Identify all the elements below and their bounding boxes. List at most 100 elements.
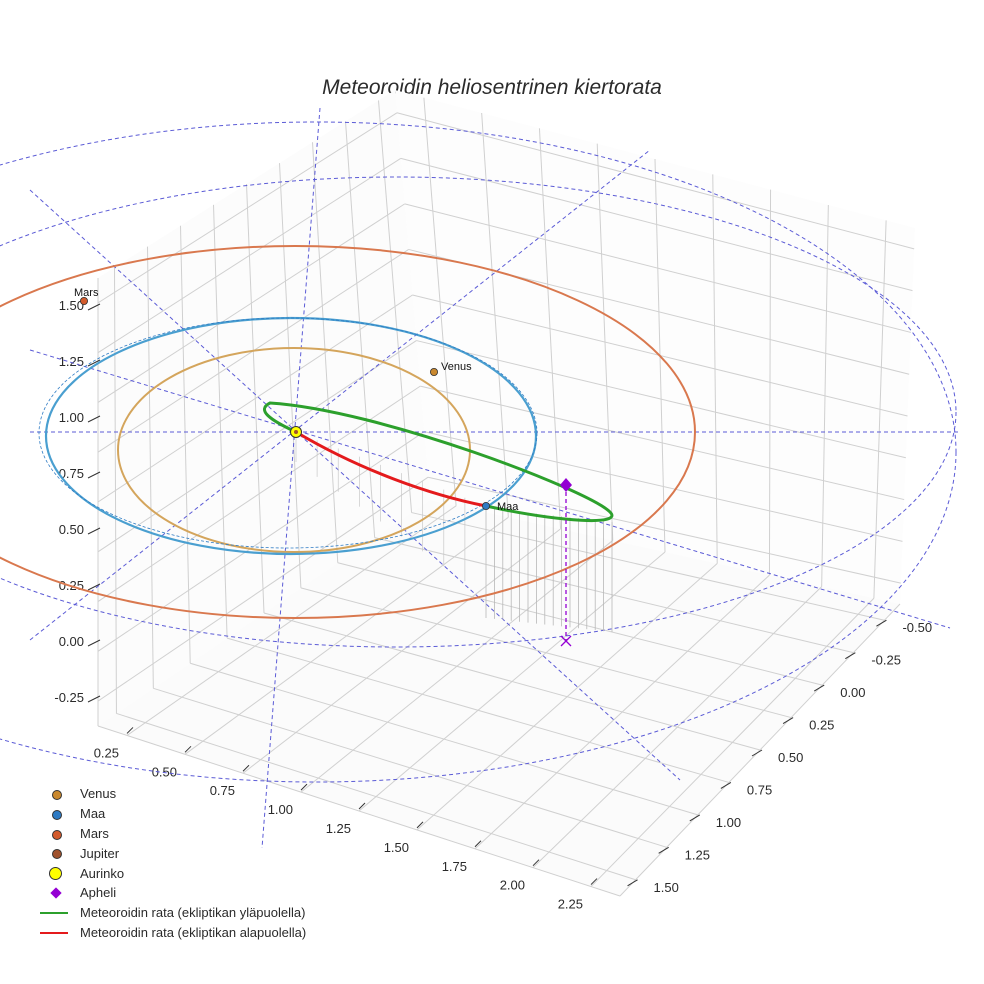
legend-label: Jupiter xyxy=(80,845,120,861)
jupiter-marker xyxy=(294,430,298,434)
z-tick-mark xyxy=(87,527,101,535)
legend-label: Apheli xyxy=(80,885,117,901)
floor-pane xyxy=(98,500,900,896)
legend: Venus Maa Mars Jupiter Aurinko Apheli Meteoroi… xyxy=(36,784,306,942)
floor-grid-line xyxy=(374,537,854,654)
left-grid-line xyxy=(378,100,413,513)
legend-marker xyxy=(52,829,62,840)
floor-grid-line xyxy=(590,597,875,887)
legend-marker xyxy=(52,809,62,820)
grid-lines xyxy=(97,97,915,897)
z-tick-label: 1.50 xyxy=(59,298,84,313)
axis-ticks: -0.50 -0.25 0.00 0.25 0.50 0.75 1.00 1.25 1.50 0.… xyxy=(54,298,932,912)
legend-symbol xyxy=(36,804,80,824)
z-tick-label: 1.25 xyxy=(59,354,84,369)
ecliptic-circle-outer xyxy=(0,121,957,783)
ecliptic-axis xyxy=(29,149,651,641)
ecliptic-axis xyxy=(29,189,681,781)
axis-line xyxy=(619,603,901,897)
x-tick-label: 1.25 xyxy=(685,847,710,862)
ecliptic-axis xyxy=(261,107,321,849)
body-markers: Venus Maa Mars xyxy=(74,287,572,647)
x-tick-mark xyxy=(782,717,794,724)
z-tick-label: 0.50 xyxy=(59,522,84,537)
y-tick-label: 1.00 xyxy=(268,802,293,817)
ecliptic-axis xyxy=(29,349,951,629)
meteoroid-orbit xyxy=(263,401,614,523)
legend-label: Meteoroidin rata (ekliptikan alapuolella… xyxy=(80,924,307,940)
z-tick-label: 1.00 xyxy=(59,410,84,425)
legend-marker xyxy=(52,849,62,860)
x-tick-label: -0.25 xyxy=(871,653,901,668)
legend-symbol xyxy=(36,843,80,863)
x-tick-label: 0.50 xyxy=(778,750,803,765)
x-tick-mark xyxy=(627,879,638,887)
legend-marker xyxy=(49,866,62,880)
x-tick-label: 0.25 xyxy=(809,718,834,733)
y-tick-mark xyxy=(126,727,134,734)
axis-line xyxy=(97,725,621,897)
z-tick-mark xyxy=(87,415,101,423)
x-tick-mark xyxy=(720,782,732,789)
x-tick-label: 0.00 xyxy=(840,685,865,700)
meteoroid-orbit-above xyxy=(263,401,614,523)
left-grid-line xyxy=(97,112,398,304)
meteoroid-orbit-below xyxy=(295,430,487,508)
x-tick-label: -0.50 xyxy=(902,620,932,635)
y-tick-mark xyxy=(474,840,482,848)
z-tick-mark xyxy=(87,303,101,311)
y-tick-label: 0.25 xyxy=(94,745,119,760)
legend-marker xyxy=(40,931,68,934)
y-tick-mark xyxy=(358,802,366,810)
legend-item: Jupiter xyxy=(36,843,306,863)
x-tick-mark xyxy=(845,652,856,660)
ecliptic-reference-lines xyxy=(0,107,960,849)
earth-label: Maa xyxy=(497,501,519,513)
x-tick-mark xyxy=(751,749,763,757)
mars-marker xyxy=(80,296,89,305)
venus-label: Venus xyxy=(441,361,472,373)
back-grid-line xyxy=(400,157,913,292)
y-tick-label: 0.75 xyxy=(210,783,235,798)
z-tick-mark xyxy=(87,471,101,479)
legend-item: Aurinko xyxy=(36,863,306,883)
mars-orbit xyxy=(0,245,696,619)
z-tick-mark xyxy=(87,359,101,367)
legend-symbol xyxy=(36,883,80,903)
floor-grid-line xyxy=(411,512,885,621)
back-grid-line xyxy=(873,220,887,599)
y-tick-label: 1.75 xyxy=(442,859,467,874)
back-grid-line xyxy=(396,112,915,250)
y-tick-mark xyxy=(416,821,424,829)
legend-marker xyxy=(52,790,62,800)
orbit-drop-lines xyxy=(295,432,613,632)
z-tick-mark xyxy=(87,695,101,703)
earth-orbit xyxy=(38,317,538,549)
z-tick-label: -0.25 xyxy=(54,690,84,705)
x-tick-mark xyxy=(689,814,701,822)
y-tick-mark xyxy=(590,878,598,885)
y-tick-label: 2.25 xyxy=(558,897,583,912)
y-tick-label: 1.50 xyxy=(384,840,409,855)
z-tick-label: 0.00 xyxy=(59,634,84,649)
z-tick-label: 0.75 xyxy=(59,466,84,481)
y-tick-mark xyxy=(532,859,540,867)
z-tick-mark xyxy=(87,583,101,591)
legend-symbol xyxy=(36,923,80,943)
x-tick-label: 1.50 xyxy=(654,880,679,895)
x-tick-mark xyxy=(813,684,825,692)
mars-label: Mars xyxy=(74,287,99,299)
x-tick-mark xyxy=(876,619,887,627)
back-wall-pane xyxy=(395,90,915,604)
y-tick-mark xyxy=(184,745,192,753)
y-tick-mark xyxy=(242,764,250,772)
legend-item: Venus xyxy=(36,784,306,804)
legend-label: Aurinko xyxy=(80,865,125,881)
legend-item: Apheli xyxy=(36,883,306,903)
legend-marker xyxy=(40,911,68,914)
legend-marker xyxy=(50,887,62,899)
legend-symbol xyxy=(36,784,80,804)
legend-label: Mars xyxy=(80,825,109,841)
legend-item: Mars xyxy=(36,824,306,844)
